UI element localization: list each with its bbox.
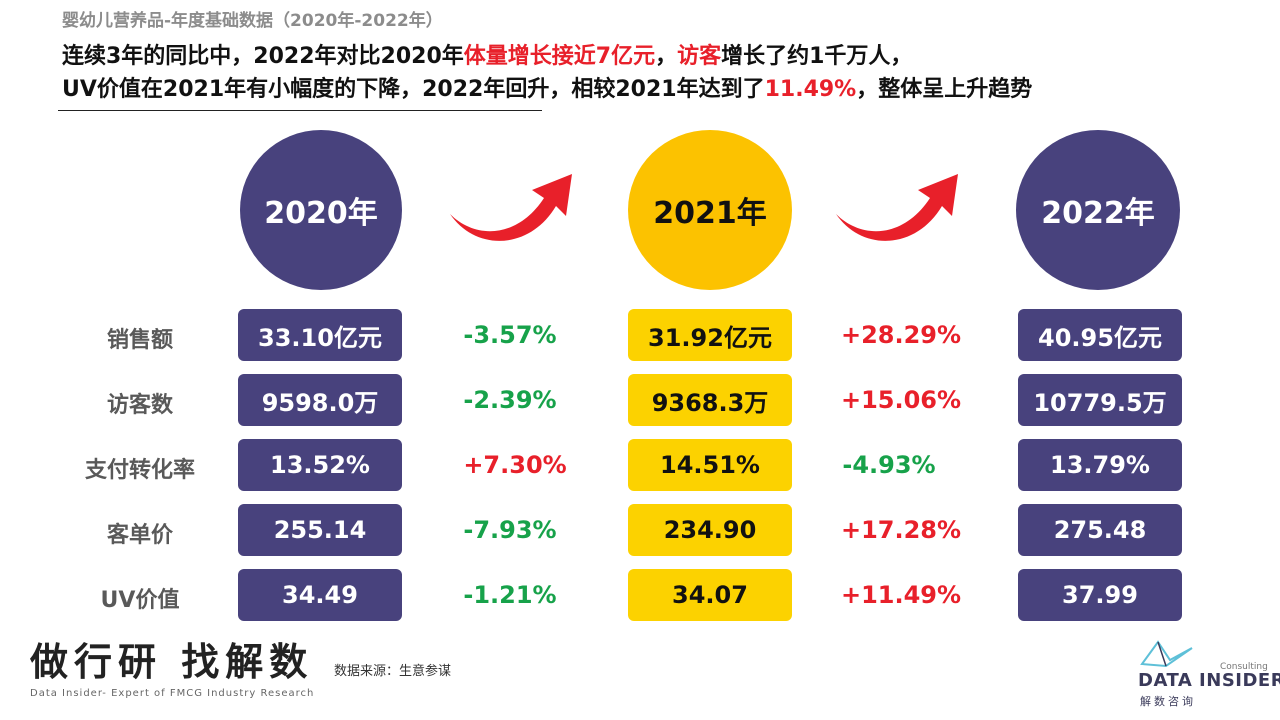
- value-2022-avg-order: 275.48: [1018, 504, 1182, 556]
- value-2020-conversion: 13.52%: [238, 439, 402, 491]
- value-2022-sales: 40.95亿元: [1018, 309, 1182, 361]
- change-2021-visitors: -2.39%: [463, 386, 557, 414]
- value-2022-conversion: 13.79%: [1018, 439, 1182, 491]
- headline-line-2: UV价值在2021年有小幅度的下降，2022年回升，相较2021年达到了11.4…: [62, 77, 1033, 102]
- change-2021-avg-order: -7.93%: [463, 516, 557, 544]
- row-label-uv-value: UV价值: [100, 588, 180, 613]
- logo-consulting: Consulting: [1220, 662, 1268, 672]
- page-subtitle: 婴幼儿营养品-年度基础数据（2020年-2022年）: [62, 11, 443, 31]
- value-2021-sales: 31.92亿元: [628, 309, 792, 361]
- value-2020-visitors: 9598.0万: [238, 374, 402, 426]
- logo-name: DATA INSIDER: [1138, 670, 1280, 691]
- brand-slogan: 做行研 找解数: [30, 639, 314, 684]
- headline-underline: [58, 110, 542, 111]
- year-circle-2021: 2021年: [628, 130, 792, 290]
- value-2021-conversion: 14.51%: [628, 439, 792, 491]
- headline-line-1: 连续3年的同比中，2022年对比2020年体量增长接近7亿元，访客增长了约1千万…: [62, 44, 913, 69]
- highlight-volume: 体量增长接近7亿元: [463, 44, 656, 69]
- value-2020-uv-value: 34.49: [238, 569, 402, 621]
- highlight-visitors: 访客: [677, 44, 722, 69]
- year-circle-2020: 2020年: [240, 130, 402, 290]
- change-2021-conversion: +7.30%: [463, 451, 567, 479]
- row-label-conversion: 支付转化率: [84, 458, 195, 483]
- year-circle-2022: 2022年: [1016, 130, 1180, 290]
- change-2021-uv-value: -1.21%: [463, 581, 557, 609]
- data-insider-logo-icon: [1140, 640, 1193, 668]
- value-2020-avg-order: 255.14: [238, 504, 402, 556]
- value-2021-avg-order: 234.90: [628, 504, 792, 556]
- value-2022-uv-value: 37.99: [1018, 569, 1182, 621]
- value-2022-visitors: 10779.5万: [1018, 374, 1182, 426]
- logo-cn: 解数咨询: [1140, 695, 1196, 708]
- headline: 连续3年的同比中，2022年对比2020年体量增长接近7亿元，访客增长了约1千万…: [62, 40, 1262, 106]
- row-label-visitors: 访客数: [106, 393, 173, 418]
- arrow-up-right-icon: [836, 174, 958, 241]
- arrow-up-right-icon: [450, 174, 572, 241]
- change-2022-uv-value: +11.49%: [840, 581, 962, 609]
- change-2022-avg-order: +17.28%: [840, 516, 962, 544]
- highlight-uv-growth: 11.49%: [764, 77, 857, 102]
- data-source: 数据来源：生意参谋: [334, 664, 452, 679]
- row-label-avg-order: 客单价: [106, 523, 173, 548]
- value-2021-uv-value: 34.07: [628, 569, 792, 621]
- change-2022-sales: +28.29%: [840, 321, 962, 349]
- change-2022-visitors: +15.06%: [840, 386, 962, 414]
- value-2020-sales: 33.10亿元: [238, 309, 402, 361]
- change-2022-conversion: -4.93%: [842, 451, 936, 479]
- brand-block: 做行研 找解数 Data Insider- Expert of FMCG Ind…: [30, 639, 315, 700]
- row-label-sales: 销售额: [106, 328, 173, 353]
- change-2021-sales: -3.57%: [463, 321, 557, 349]
- brand-tagline: Data Insider- Expert of FMCG Industry Re…: [30, 688, 315, 699]
- value-2021-visitors: 9368.3万: [628, 374, 792, 426]
